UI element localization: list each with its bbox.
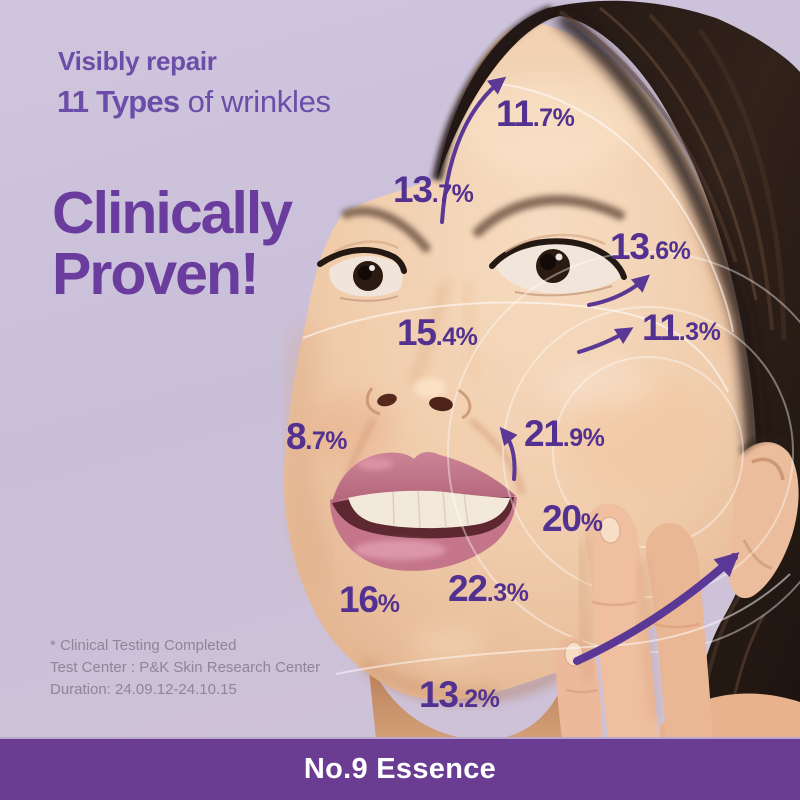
types-rest: of wrinkles	[179, 84, 331, 119]
stat-cheek-left: 8.7%	[286, 416, 347, 457]
stat-mouth-corner: 16%	[339, 579, 400, 620]
lips	[330, 451, 517, 571]
disclaimer-line3: Duration: 24.09.12-24.10.15	[50, 681, 237, 698]
trend-arrows	[440, 76, 740, 665]
stat-under-eye-left: 15.4%	[397, 312, 478, 353]
index-fingernail	[599, 516, 621, 544]
stat-cheek-right: 20%	[542, 498, 603, 539]
stat-forehead-upper: 11.7%	[496, 93, 575, 134]
left-eye	[317, 240, 407, 302]
headline-line1: Clinically	[52, 180, 293, 246]
stat-under-eye-right: 11.3%	[642, 307, 721, 348]
intro-line: Visibly repair	[58, 46, 217, 76]
product-banner: No.9 Essence	[0, 737, 800, 800]
left-eyebrow	[341, 206, 431, 253]
arrow-under-eye	[577, 327, 634, 354]
headline: Clinically Proven!	[52, 180, 293, 307]
arrow-jawline	[573, 552, 740, 665]
stat-jawline: 22.3%	[448, 568, 529, 609]
stat-nasolabial: 21.9%	[524, 413, 605, 454]
clinical-disclaimer: * Clinical Testing Completed Test Center…	[50, 635, 320, 701]
types-count: 11 Types	[57, 84, 180, 119]
stat-eye-corner: 13.6%	[610, 226, 691, 267]
disclaimer-line1: * Clinical Testing Completed	[50, 637, 237, 654]
stat-forehead-brow: 13.7%	[393, 169, 474, 210]
arrow-eye-corner	[587, 274, 650, 307]
right-eyebrow	[473, 195, 625, 237]
product-name: No.9 Essence	[303, 753, 497, 785]
arrow-nasolabial	[499, 426, 518, 481]
arrow-forehead	[440, 76, 507, 224]
stat-chin: 13.2%	[419, 674, 500, 715]
disclaimer-line2: Test Center : P&K Skin Research Center	[50, 659, 321, 676]
ear	[729, 435, 799, 599]
middle-finger	[645, 523, 713, 760]
nose	[365, 279, 479, 420]
index-finger	[584, 503, 661, 760]
headline-line2: Proven!	[52, 241, 260, 307]
types-line: 11 Types of wrinkles	[57, 84, 331, 120]
right-eye	[489, 233, 627, 297]
